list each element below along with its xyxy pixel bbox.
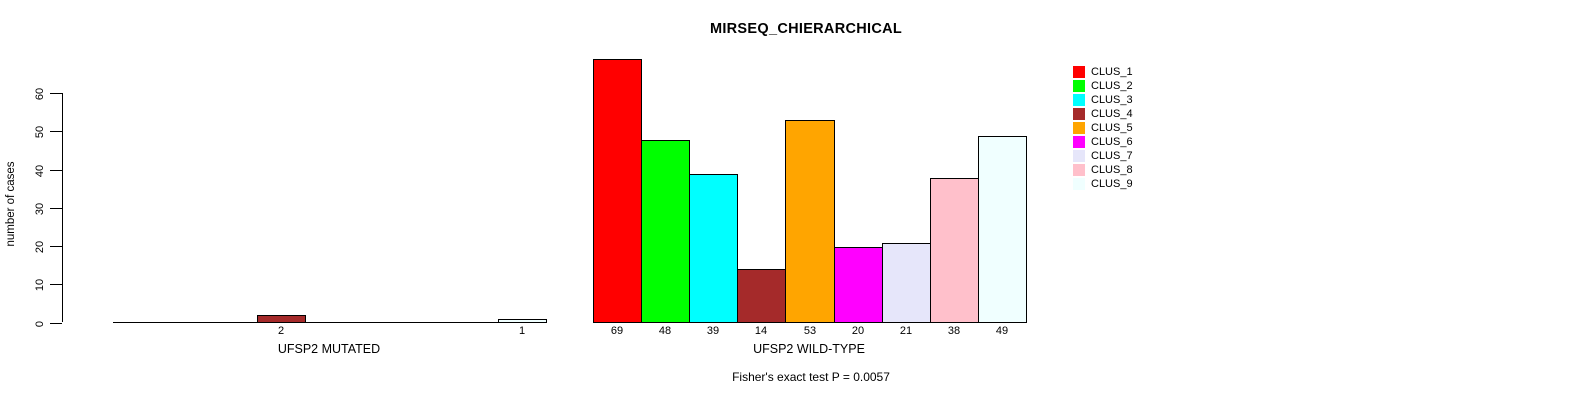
bar-clus_4 [257, 315, 306, 323]
y-tick-label: 50 [34, 125, 46, 138]
bar-clus_1 [593, 59, 642, 323]
legend-swatch-clus_5 [1073, 122, 1085, 134]
chart-title: MIRSEQ_CHIERARCHICAL [709, 21, 903, 37]
legend-swatch-clus_7 [1073, 150, 1085, 162]
bar-clus_3 [689, 174, 738, 323]
y-axis-label: number of cases [5, 161, 17, 247]
legend-swatch-clus_4 [1073, 108, 1085, 120]
group-label-ufsp2-mutated: UFSP2 MUTATED [277, 342, 381, 356]
legend-item-clus_6: CLUS_6 [1073, 135, 1133, 149]
legend-item-clus_8: CLUS_8 [1073, 163, 1133, 177]
bar-value-label: 38 [947, 325, 961, 337]
legend-swatch-clus_1 [1073, 66, 1085, 78]
bar-value-label: 21 [899, 325, 913, 337]
bar-clus_4 [737, 269, 786, 323]
legend-label: CLUS_2 [1091, 80, 1133, 92]
y-tick-label: 60 [34, 87, 46, 100]
legend-label: CLUS_6 [1091, 136, 1133, 148]
legend: CLUS_1 CLUS_2 CLUS_3 CLUS_4 CLUS_5 CLUS_6 CLUS… [1073, 65, 1133, 191]
legend-swatch-clus_8 [1073, 164, 1085, 176]
bar-value-label: 48 [658, 325, 672, 337]
legend-label: CLUS_7 [1091, 150, 1133, 162]
legend-item-clus_9: CLUS_9 [1073, 177, 1133, 191]
legend-label: CLUS_5 [1091, 122, 1133, 134]
bar-clus_7 [882, 243, 931, 323]
y-tick-mark [50, 93, 62, 94]
legend-swatch-clus_9 [1073, 178, 1085, 190]
legend-label: CLUS_4 [1091, 108, 1133, 120]
bar-value-label: 2 [277, 325, 285, 337]
x-axis-baseline [113, 322, 546, 323]
y-axis-line [62, 93, 63, 322]
legend-item-clus_5: CLUS_5 [1073, 121, 1133, 135]
legend-item-clus_4: CLUS_4 [1073, 107, 1133, 121]
bar-value-label: 20 [851, 325, 865, 337]
bar-clus_5 [785, 120, 835, 323]
bar-value-label: 49 [995, 325, 1009, 337]
y-tick-label: 30 [34, 202, 46, 215]
y-tick-label: 10 [34, 278, 46, 291]
y-tick-mark [50, 323, 62, 324]
legend-swatch-clus_3 [1073, 94, 1085, 106]
bar-value-label: 14 [754, 325, 768, 337]
legend-swatch-clus_6 [1073, 136, 1085, 148]
bar-clus_9 [978, 136, 1027, 323]
y-tick-mark [50, 131, 62, 132]
legend-item-clus_7: CLUS_7 [1073, 149, 1133, 163]
y-tick-mark [50, 208, 62, 209]
legend-swatch-clus_2 [1073, 80, 1085, 92]
bar-value-label: 39 [706, 325, 720, 337]
bar-clus_9 [498, 319, 547, 323]
legend-item-clus_3: CLUS_3 [1073, 93, 1133, 107]
y-tick-label: 40 [34, 164, 46, 177]
y-tick-mark [50, 170, 62, 171]
bar-clus_2 [641, 140, 690, 323]
bar-value-label: 1 [518, 325, 526, 337]
group-label-ufsp2-wild-type: UFSP2 WILD-TYPE [753, 342, 865, 356]
legend-label: CLUS_1 [1091, 66, 1133, 78]
y-tick-label: 0 [34, 320, 46, 327]
legend-item-clus_1: CLUS_1 [1073, 65, 1133, 79]
bar-clus_8 [930, 178, 979, 323]
y-tick-label: 20 [34, 240, 46, 253]
y-tick-mark [50, 284, 62, 285]
legend-label: CLUS_8 [1091, 164, 1133, 176]
legend-item-clus_2: CLUS_2 [1073, 79, 1133, 93]
fisher-test-note: Fisher's exact test P = 0.0057 [732, 370, 890, 384]
legend-label: CLUS_3 [1091, 94, 1133, 106]
bar-value-label: 69 [610, 325, 624, 337]
bar-clus_6 [834, 247, 883, 323]
bar-value-label: 53 [803, 325, 817, 337]
legend-label: CLUS_9 [1091, 178, 1133, 190]
y-tick-mark [50, 246, 62, 247]
